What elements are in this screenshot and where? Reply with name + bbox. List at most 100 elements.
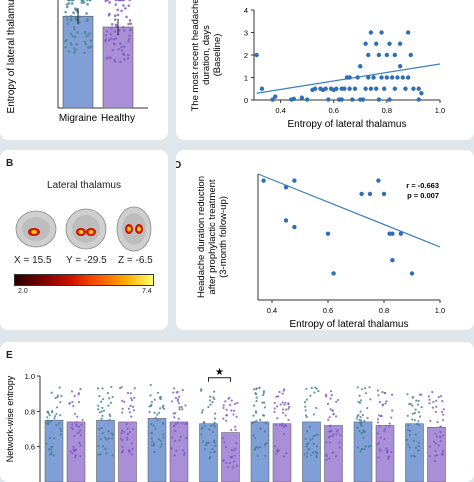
- dot: [388, 422, 391, 425]
- dot: [101, 445, 104, 448]
- data-point: [379, 75, 384, 80]
- dot: [181, 422, 184, 425]
- data-point: [411, 86, 416, 91]
- x-tick-healthy: Healthy: [101, 113, 135, 124]
- brain-coronal: [65, 208, 107, 250]
- dot: [129, 28, 133, 31]
- dot: [417, 399, 420, 402]
- dot: [355, 417, 358, 420]
- data-point: [339, 97, 344, 102]
- dot: [120, 399, 124, 402]
- dot: [105, 56, 109, 60]
- dot: [361, 388, 364, 391]
- dot: [236, 401, 239, 404]
- dot: [121, 411, 124, 414]
- dot: [159, 439, 162, 442]
- dot: [412, 439, 415, 442]
- dot: [408, 446, 411, 449]
- dot: [363, 419, 366, 423]
- dot: [305, 387, 308, 390]
- dot: [126, 438, 129, 441]
- dot: [79, 434, 82, 437]
- dot: [303, 401, 307, 404]
- data-point: [342, 86, 347, 91]
- data-point: [299, 95, 305, 100]
- dot: [420, 393, 423, 396]
- dot: [132, 428, 135, 431]
- dot: [108, 1, 111, 4]
- dot: [278, 424, 282, 427]
- dot: [200, 433, 203, 436]
- dot: [304, 405, 307, 408]
- dot: [104, 447, 107, 451]
- dot: [213, 397, 216, 401]
- data-point: [270, 97, 275, 102]
- dot: [284, 424, 287, 427]
- dot: [390, 393, 394, 396]
- dot: [415, 399, 418, 402]
- dot: [287, 418, 290, 422]
- dot: [127, 22, 130, 26]
- dot: [78, 441, 81, 445]
- dot: [262, 391, 265, 395]
- dot: [429, 455, 432, 458]
- dot: [312, 442, 315, 445]
- dot: [435, 405, 438, 408]
- panel-a: Entropy of lateral thalamus Migraine Healt…: [0, 0, 168, 140]
- dot: [358, 401, 362, 404]
- dot: [105, 438, 108, 441]
- dot: [126, 427, 129, 430]
- dot: [390, 450, 393, 454]
- dot: [49, 436, 52, 440]
- dot: [209, 451, 212, 454]
- dot: [433, 460, 437, 463]
- dot: [213, 450, 216, 453]
- dot: [225, 408, 228, 412]
- dot: [282, 425, 286, 428]
- x-tick-label: 1.0: [435, 306, 445, 315]
- dot: [441, 410, 444, 414]
- y-axis-label-line: after prophylactic treatment: [207, 179, 218, 294]
- dot: [176, 397, 179, 401]
- dot: [99, 438, 102, 441]
- dot: [212, 439, 216, 442]
- dot: [378, 425, 381, 428]
- dot: [120, 451, 123, 454]
- dot: [427, 395, 431, 398]
- data-point: [416, 97, 421, 102]
- dot: [332, 451, 335, 454]
- dot: [121, 429, 124, 432]
- dot: [177, 417, 180, 420]
- dot: [235, 415, 238, 418]
- dot: [441, 452, 444, 455]
- dot: [111, 454, 114, 457]
- data-point: [292, 178, 297, 183]
- dot: [114, 37, 118, 40]
- dot: [222, 437, 225, 440]
- dot: [230, 448, 233, 452]
- data-point: [367, 191, 373, 197]
- data-point: [384, 52, 390, 58]
- dot: [178, 408, 181, 411]
- dot: [122, 449, 125, 452]
- dot: [233, 449, 236, 452]
- dot: [329, 408, 332, 411]
- dot: [71, 428, 74, 431]
- dot: [414, 446, 418, 449]
- dot: [259, 418, 262, 422]
- dot: [409, 402, 412, 405]
- dot: [60, 429, 63, 433]
- dot: [362, 431, 365, 434]
- dot: [252, 388, 256, 391]
- dot: [129, 22, 133, 25]
- dot: [110, 26, 113, 30]
- dot: [162, 407, 166, 410]
- dot: [379, 415, 383, 418]
- dot: [69, 15, 73, 18]
- dot: [364, 445, 367, 448]
- dot: [156, 419, 159, 422]
- dot: [162, 404, 165, 408]
- dot: [75, 421, 78, 424]
- dot: [117, 47, 121, 51]
- dot: [174, 439, 177, 442]
